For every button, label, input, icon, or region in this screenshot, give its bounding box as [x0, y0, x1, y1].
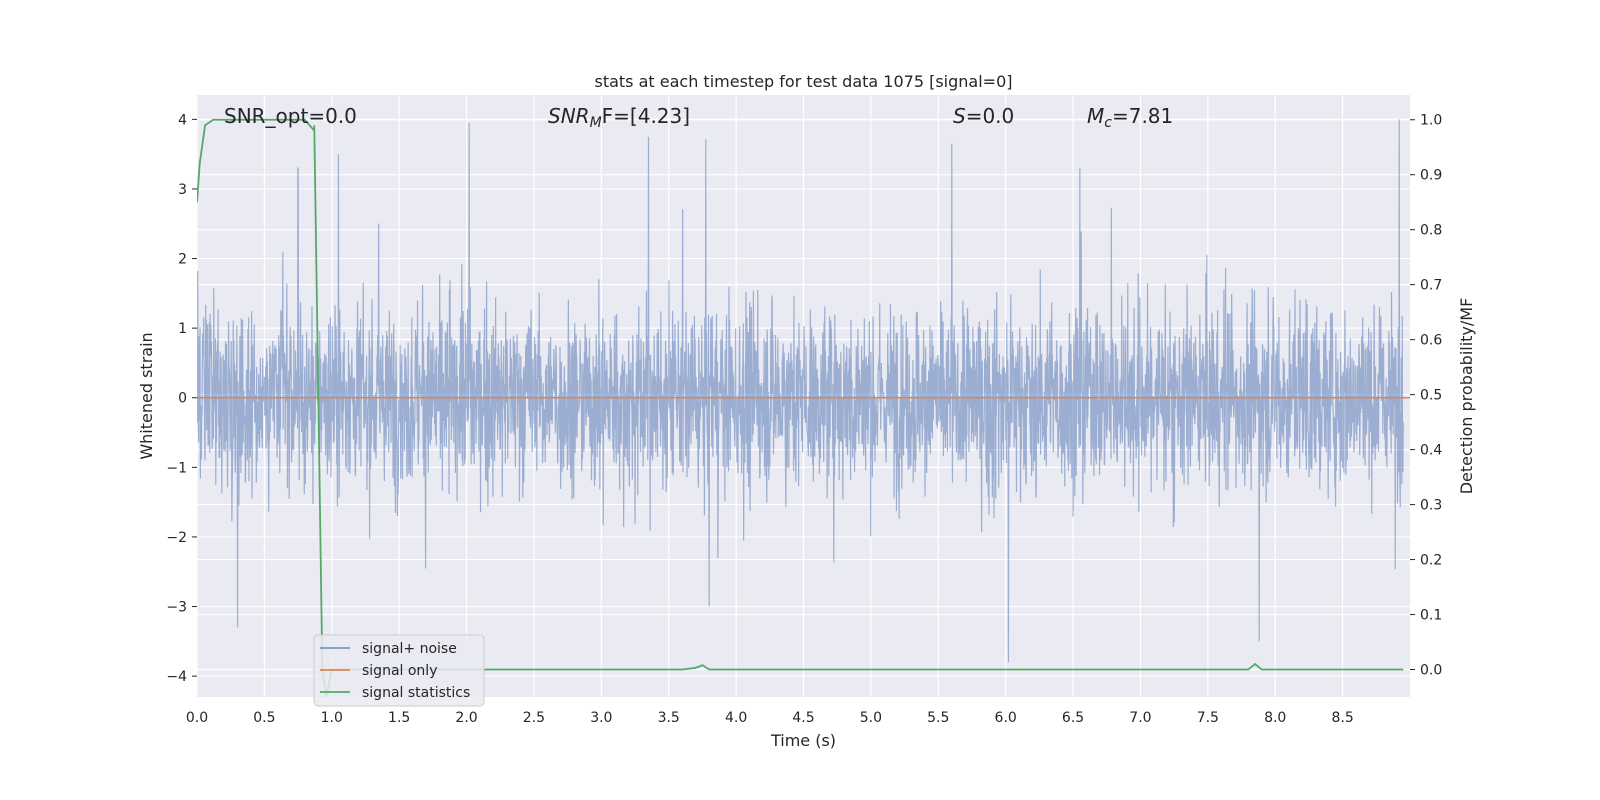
annotation-snr-mf: SNRMF=[4.23]: [548, 104, 690, 131]
y2-tick-label: 0.4: [1420, 443, 1442, 459]
x-tick-label: 1.0: [321, 710, 343, 726]
y2-tick-label: 0.2: [1420, 553, 1442, 569]
x-tick-label: 4.5: [792, 710, 814, 726]
y-tick-label: −3: [166, 600, 187, 616]
y2-tick-label: 1.0: [1420, 113, 1442, 129]
y2-tick-label: 0.5: [1420, 388, 1442, 404]
y2-tick-label: 0.9: [1420, 168, 1442, 184]
y-tick-label: 1: [178, 321, 187, 337]
y2-tick-label: 0.3: [1420, 498, 1442, 514]
x-tick-label: 4.0: [725, 710, 747, 726]
x-tick-label: 8.0: [1264, 710, 1286, 726]
x-tick-label: 5.5: [927, 710, 949, 726]
y2-tick-label: 0.1: [1420, 608, 1442, 624]
y2-axis-ticks: 0.0 0.1 0.2 0.3 0.4 0.5 0.6 0.7 0.8 0.9 1.0: [1410, 113, 1442, 679]
y2-tick-label: 0.0: [1420, 663, 1442, 679]
y2-tick-label: 0.7: [1420, 278, 1442, 294]
y2-axis-label: Detection probability/MF: [1457, 298, 1476, 495]
y2-tick-label: 0.6: [1420, 333, 1442, 349]
annotation-snr-opt: SNR_opt=0.0: [224, 104, 357, 128]
annotations: SNR_opt=0.0 SNRMF=[4.23] S=0.0 Mc=7.81: [224, 104, 1173, 131]
signal-noise-line: [197, 119, 1404, 663]
x-axis-ticks: 0.0 0.5 1.0 1.5 2.0 2.5 3.0 3.5 4.0 4.5 5.0 5.5 6.0 6…: [186, 710, 1354, 726]
x-tick-label: 7.0: [1129, 710, 1151, 726]
x-tick-label: 6.5: [1062, 710, 1084, 726]
y-tick-label: 2: [178, 252, 187, 268]
x-tick-label: 3.0: [590, 710, 612, 726]
y-tick-label: −1: [166, 460, 187, 476]
y-axis-label: Whitened strain: [137, 332, 156, 459]
x-tick-label: 1.5: [388, 710, 410, 726]
y-tick-label: 4: [178, 112, 187, 128]
x-tick-label: 8.5: [1331, 710, 1353, 726]
y-tick-label: −2: [166, 530, 187, 546]
legend-label: signal only: [362, 663, 437, 679]
y-tick-label: −4: [166, 669, 187, 685]
y-tick-label: 0: [178, 391, 187, 407]
x-tick-label: 0.5: [253, 710, 275, 726]
legend-box: [313, 634, 485, 707]
x-tick-label: 2.0: [455, 710, 477, 726]
y-axis-ticks: −4 −3 −2 −1 0 1 2 3 4: [166, 112, 197, 685]
legend-label: signal statistics: [362, 685, 470, 701]
legend: signal+ noise signal only signal statistic…: [313, 634, 485, 707]
x-tick-label: 0.0: [186, 710, 208, 726]
annotation-s-val: S=0.0: [953, 104, 1014, 128]
x-axis-label: Time (s): [770, 731, 836, 750]
legend-label: signal+ noise: [362, 641, 457, 657]
series-signal-noise: [197, 119, 1404, 663]
y2-tick-label: 0.8: [1420, 223, 1442, 239]
chart-title: stats at each timestep for test data 107…: [594, 72, 1012, 91]
x-tick-label: 6.0: [995, 710, 1017, 726]
x-tick-label: 2.5: [523, 710, 545, 726]
annotation-mc-val: Mc=7.81: [1087, 104, 1173, 131]
x-tick-label: 5.0: [860, 710, 882, 726]
x-tick-label: 7.5: [1197, 710, 1219, 726]
y-tick-label: 3: [178, 182, 187, 198]
x-tick-label: 3.5: [658, 710, 680, 726]
